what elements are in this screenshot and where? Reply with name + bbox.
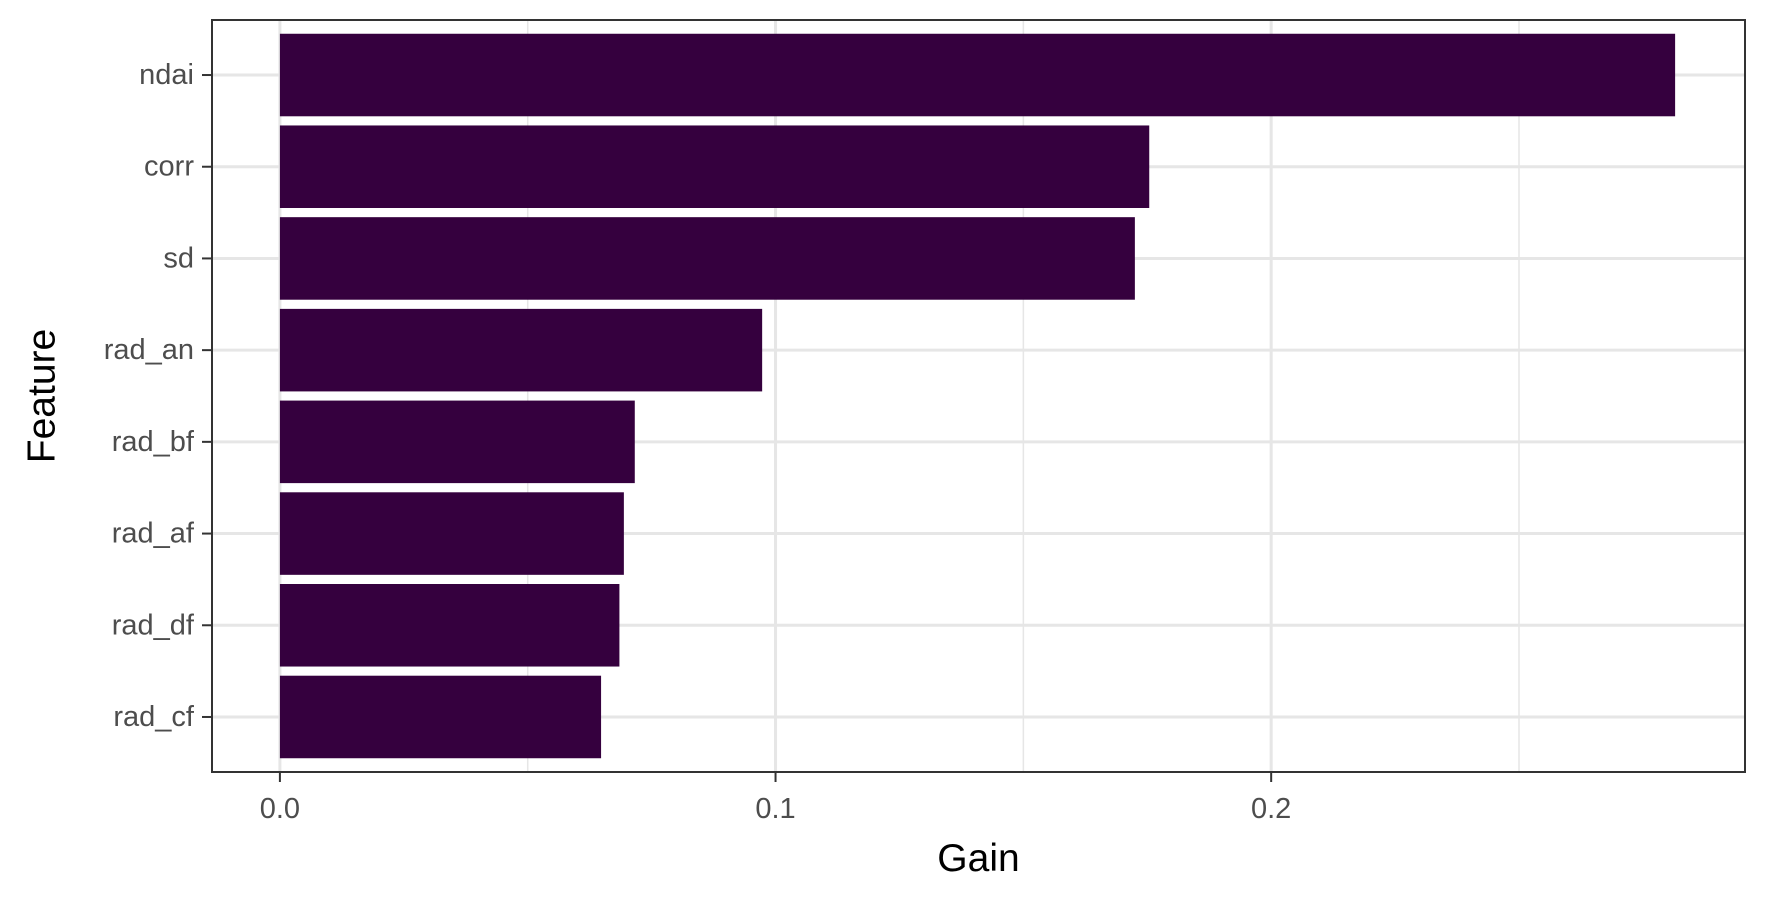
bar-rad-bf	[279, 400, 635, 484]
axis-layer: ndai corr sd rad_an rad_bf rad_af rad_df rad_cf…	[104, 59, 1292, 825]
x-axis-title: Gain	[937, 837, 1019, 880]
x-tick-label: 0.2	[1251, 793, 1291, 825]
x-tick-label: 0.0	[260, 793, 300, 825]
y-tick-label: sd	[163, 242, 194, 274]
bar-rad-df	[279, 584, 620, 667]
y-tick-label: rad_af	[112, 518, 195, 550]
bar-rad-cf	[279, 675, 602, 759]
bar-rad-af	[279, 492, 624, 575]
y-tick-label: rad_df	[112, 609, 195, 641]
bar-corr	[279, 125, 1150, 208]
y-tick-label: ndai	[139, 59, 194, 91]
y-tick-label: corr	[144, 151, 194, 183]
bar-layer	[279, 33, 1676, 759]
y-tick-label: rad_cf	[113, 701, 195, 733]
bar-rad-an	[279, 308, 763, 392]
panel-border	[211, 19, 1746, 773]
y-tick-label: rad_bf	[112, 426, 195, 458]
y-axis-title: Feature	[21, 329, 64, 463]
y-tick-label: rad_an	[104, 334, 194, 366]
bar-sd	[279, 217, 1135, 300]
x-tick-label: 0.1	[755, 793, 795, 825]
bar-ndai	[279, 33, 1676, 117]
